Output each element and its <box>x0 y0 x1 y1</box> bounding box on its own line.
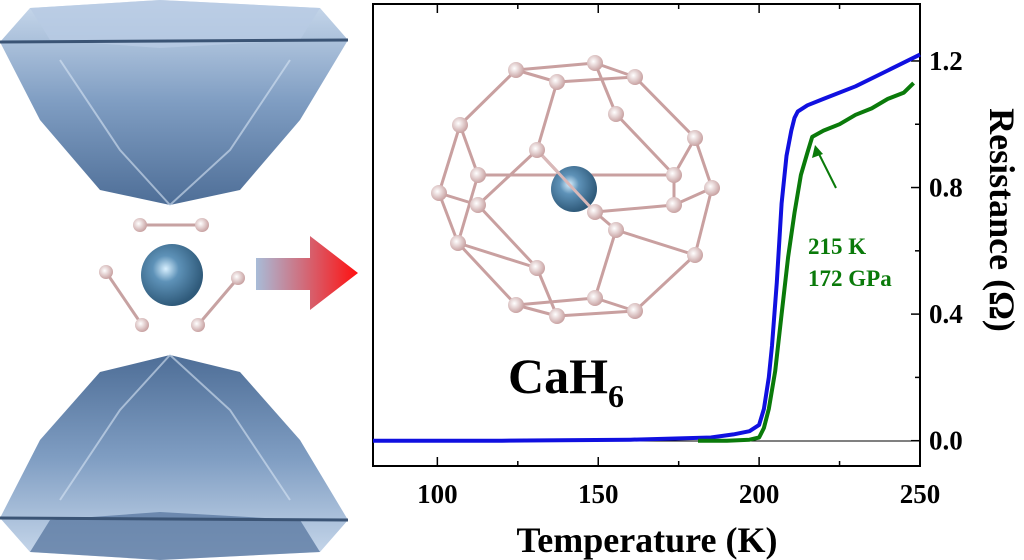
bond <box>535 148 597 214</box>
bond <box>556 75 636 84</box>
y-tick-label: 0.0 <box>929 426 963 456</box>
cah6-cage-structure <box>431 55 720 324</box>
hydrogen-atom <box>470 197 486 213</box>
bond <box>594 203 675 214</box>
bond <box>437 192 460 244</box>
hydrogen-atom <box>627 303 643 319</box>
y-tick-label: 0.4 <box>929 299 963 329</box>
y-tick-label: 1.2 <box>929 46 963 76</box>
bond <box>693 137 714 189</box>
bond <box>437 124 462 194</box>
hydrogen-atom <box>431 185 447 201</box>
hydrogen-atom <box>608 222 624 238</box>
hydrogen-atom <box>508 297 524 313</box>
bond <box>476 148 539 207</box>
bond <box>515 296 596 307</box>
right-arrow-icon <box>256 236 358 310</box>
bond <box>556 309 636 318</box>
bond <box>458 124 480 176</box>
bond <box>593 62 618 115</box>
hydrogen-atom <box>587 55 603 71</box>
hydrogen-atom <box>587 290 603 306</box>
hydrogen-atom <box>587 204 603 220</box>
bond <box>633 75 697 140</box>
annotation-arrow <box>817 151 837 189</box>
bond <box>535 81 559 151</box>
hydrogen-atom <box>549 74 565 90</box>
x-tick-label: 200 <box>739 479 780 509</box>
plot-frame <box>372 3 921 467</box>
hydrogen-atom <box>508 62 524 78</box>
bond <box>693 187 714 256</box>
x-axis-label: Temperature (K) <box>517 520 778 560</box>
hydrogen-atom <box>687 130 703 146</box>
bond <box>535 267 559 317</box>
hydrogen-atom <box>549 308 565 324</box>
bond <box>458 68 518 127</box>
hydrogen-atom <box>666 167 682 183</box>
series-line-green <box>698 81 915 443</box>
y-tick-label: 0.8 <box>929 173 963 203</box>
bond <box>633 253 697 313</box>
annotation-arrowhead <box>812 145 823 158</box>
x-tick-label: 100 <box>417 479 458 509</box>
bond <box>515 61 596 72</box>
hydrogen-atom <box>529 260 545 276</box>
hydrogen-atom <box>452 117 468 133</box>
y-axis-label: Resistance (Ω) <box>982 108 1022 332</box>
bond <box>456 174 480 244</box>
hydrogen-atom <box>687 247 703 263</box>
x-tick-label: 150 <box>578 479 619 509</box>
hydrogen-atom <box>666 197 682 213</box>
cah6-molecule-icon <box>99 218 245 332</box>
bond <box>615 228 696 257</box>
bond <box>457 241 538 270</box>
hydrogen-atom <box>450 235 466 251</box>
lower-diamond-anvil <box>0 353 349 560</box>
annotation-pressure: 172 GPa <box>808 266 892 291</box>
hydrogen-atom <box>470 167 486 183</box>
hydrogen-atom <box>529 142 545 158</box>
series-line-blue <box>373 52 921 443</box>
hydrogen-atom <box>608 106 624 122</box>
bond <box>476 203 539 270</box>
annotation-temperature: 215 K <box>808 234 866 259</box>
x-tick-label: 250 <box>900 479 941 509</box>
bond <box>456 241 518 307</box>
upper-diamond-anvil <box>0 0 349 207</box>
bond <box>593 229 618 299</box>
formula-label: CaH6 <box>508 348 624 414</box>
bond <box>614 112 676 177</box>
hydrogen-atom <box>627 69 643 85</box>
hydrogen-atom <box>704 180 720 196</box>
